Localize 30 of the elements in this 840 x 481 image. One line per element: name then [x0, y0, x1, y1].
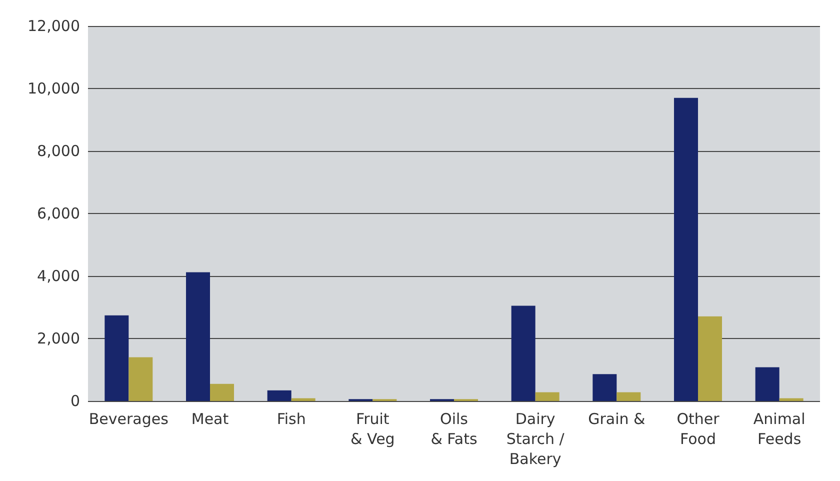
y-tick-label: 12,000: [28, 17, 80, 35]
x-tick-label: Beverages: [88, 410, 169, 428]
y-tick-label: 4,000: [37, 267, 80, 285]
x-tick-label: Grain &: [588, 410, 646, 428]
x-tick-label: Other Food: [676, 410, 720, 448]
x-tick-label: Oils & Fats: [430, 410, 478, 448]
bar: [291, 398, 316, 401]
y-tick-label: 6,000: [37, 204, 80, 222]
bar: [128, 357, 153, 401]
bar: [779, 398, 804, 401]
y-tick-label: 0: [70, 392, 80, 410]
bar: [592, 374, 617, 401]
bar: [755, 367, 780, 401]
bar: [674, 98, 698, 401]
bar: [210, 384, 234, 401]
y-tick-label: 8,000: [37, 142, 80, 160]
x-tick-label: Animal Feeds: [753, 410, 806, 448]
x-tick-label: Fish: [276, 410, 306, 428]
y-tick-label: 10,000: [28, 80, 80, 98]
y-tick-label: 2,000: [37, 330, 80, 348]
bar: [535, 392, 560, 401]
bar: [698, 316, 722, 401]
x-tick-label: Meat: [191, 410, 229, 428]
bar: [267, 390, 292, 401]
x-tick-label: Dairy Starch / Bakery: [506, 410, 566, 468]
bar: [511, 306, 536, 401]
bar: [186, 272, 210, 401]
bar: [104, 315, 129, 401]
x-tick-label: Fruit & Veg: [350, 410, 395, 448]
bar: [616, 392, 641, 401]
